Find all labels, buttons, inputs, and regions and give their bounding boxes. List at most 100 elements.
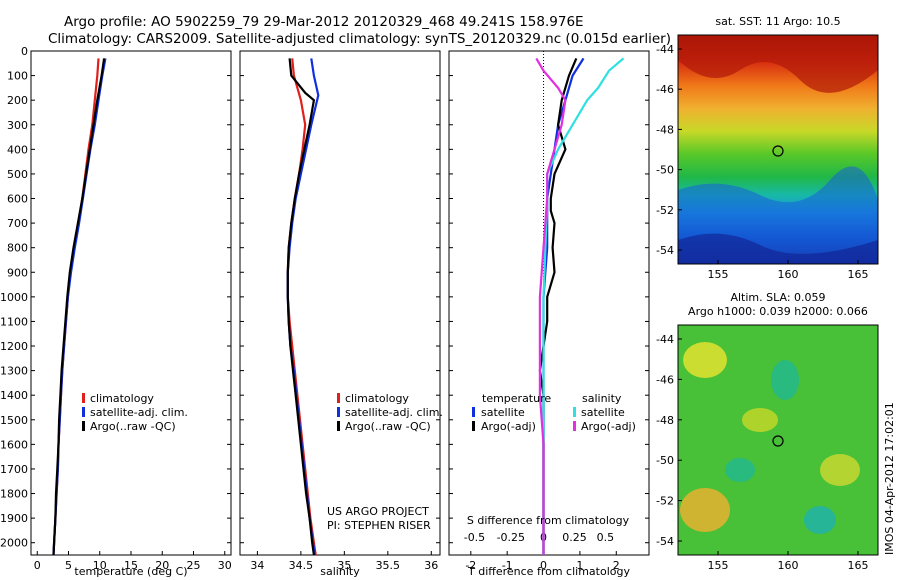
map-y-tick-label: -52 xyxy=(656,204,674,217)
y-tick-label: 1100 xyxy=(0,315,28,328)
argo-position-marker xyxy=(772,435,784,447)
y-tick-label: 600 xyxy=(7,193,28,206)
map-x-tick-label: 155 xyxy=(708,268,729,281)
x-tick-label: 25 xyxy=(187,559,201,572)
x-tick-label: 10 xyxy=(93,559,107,572)
y-tick-label: 700 xyxy=(7,217,28,230)
series-line-argo-adj- xyxy=(535,57,567,555)
y-tick-label: 100 xyxy=(7,70,28,83)
x-tick-label: 35 xyxy=(337,559,351,572)
y-tick-label: 1300 xyxy=(0,365,28,378)
legend-label-argo: Argo(..raw -QC) xyxy=(90,420,176,433)
y-tick-label: 1700 xyxy=(0,463,28,476)
map-y-tick-label: -54 xyxy=(656,535,674,548)
sla-map-ticks: -44 -46 -48 -50 -52 -54 155 160 165 xyxy=(656,333,868,572)
legend-swatch-climatology xyxy=(82,393,85,403)
legend-swatch-s-satellite xyxy=(573,407,576,417)
x-tick-label: 1 xyxy=(576,559,583,572)
sst-map-ticks: -44 -46 -48 -50 -52 -54 155 160 165 xyxy=(656,43,868,281)
sla-map-frame xyxy=(677,324,879,556)
sla-high-region xyxy=(680,488,730,532)
legend-swatch-t-argo xyxy=(472,421,475,431)
s-tick-label: -0.5 xyxy=(464,531,485,544)
map-y-tick-label: -54 xyxy=(656,244,674,257)
y-tick-label: 200 xyxy=(7,94,28,107)
x-tick-label: 0 xyxy=(540,559,547,572)
sst-deep-cold-region xyxy=(678,233,878,264)
s-tick-label: 0.5 xyxy=(597,531,615,544)
map-x-tick-label: 160 xyxy=(778,268,799,281)
series-line-satellite-adj-clim- xyxy=(52,58,107,556)
legend-label-argo: Argo(..raw -QC) xyxy=(345,420,431,433)
sla-map-title-1: Altim. SLA: 0.059 xyxy=(730,291,825,304)
x-tick-label: 0 xyxy=(34,559,41,572)
sla-low-region xyxy=(725,458,755,482)
series-line-satellite xyxy=(542,57,625,555)
salinity-legend: climatology satellite-adj. clim. Argo(..… xyxy=(337,392,443,433)
title-line-1: Argo profile: AO 5902259_79 29-Mar-2012 … xyxy=(64,14,584,30)
map-y-tick-label: -44 xyxy=(656,333,674,346)
legend-swatch-climatology xyxy=(337,393,340,403)
pi-label: PI: STEPHEN RISER xyxy=(327,519,431,532)
map-y-tick-label: -44 xyxy=(656,43,674,56)
imos-side-label: IMOS 04-Apr-2012 17:02:01 xyxy=(883,402,896,555)
series-line-satellite xyxy=(542,57,585,555)
legend-label-climatology: climatology xyxy=(90,392,154,405)
salinity-plot-frame xyxy=(239,50,441,556)
x-tick-label: 20 xyxy=(155,559,169,572)
legend-swatch-argo xyxy=(82,421,85,431)
title-line-2: Climatology: CARS2009. Satellite-adjuste… xyxy=(48,31,671,47)
temperature-legend: climatology satellite-adj. clim. Argo(..… xyxy=(82,392,188,433)
legend-swatch-argo xyxy=(337,421,340,431)
sst-map-frame xyxy=(677,34,879,265)
difference-plot-frame xyxy=(448,50,650,556)
x-tick-label: 34 xyxy=(250,559,264,572)
map-y-tick-label: -46 xyxy=(656,83,674,96)
map-y-tick-label: -52 xyxy=(656,495,674,508)
legend-title-salinity: salinity xyxy=(582,392,622,405)
map-y-tick-label: -50 xyxy=(656,164,674,177)
y-tick-label: 1900 xyxy=(0,512,28,525)
x-tick-label: 5 xyxy=(65,559,72,572)
map-x-tick-label: 155 xyxy=(708,559,729,572)
salinity-xlabel: salinity xyxy=(320,565,360,578)
y-tick-label: 400 xyxy=(7,143,28,156)
y-tick-label: 1600 xyxy=(0,438,28,451)
y-tick-label: 0 xyxy=(21,45,28,58)
sla-high-region xyxy=(820,454,860,486)
sla-high-region xyxy=(742,408,778,432)
legend-title-temperature: temperature xyxy=(482,392,551,405)
y-tick-label: 1200 xyxy=(0,340,28,353)
difference-xlabel: T difference from climatology xyxy=(467,565,630,578)
sla-map-title-2: Argo h1000: 0.039 h2000: 0.066 xyxy=(688,305,868,318)
legend-label-s-argo: Argo(-adj) xyxy=(581,420,636,433)
legend-label-t-satellite: satellite xyxy=(481,406,525,419)
series-line-argo-raw-qc- xyxy=(52,58,106,556)
map-x-tick-label: 165 xyxy=(848,559,869,572)
x-tick-label: 34.5 xyxy=(289,559,314,572)
sla-low-region xyxy=(804,506,836,534)
x-tick-label: 2 xyxy=(613,559,620,572)
y-tick-label: 500 xyxy=(7,168,28,181)
legend-swatch-satellite xyxy=(337,407,340,417)
y-tick-label: 1800 xyxy=(0,488,28,501)
project-label: US ARGO PROJECT xyxy=(327,505,429,518)
legend-label-climatology: climatology xyxy=(345,392,409,405)
x-tick-label: 30 xyxy=(218,559,232,572)
legend-swatch-t-satellite xyxy=(472,407,475,417)
map-x-tick-label: 165 xyxy=(848,268,869,281)
salinity-plot: 34 34.5 35 35.5 36 xyxy=(240,50,440,572)
x-tick-label: 36 xyxy=(424,559,438,572)
temperature-plot-frame xyxy=(30,50,232,556)
series-line-argo-raw-qc- xyxy=(286,58,316,556)
difference-xlabel-salinity: S difference from climatology xyxy=(467,514,630,527)
x-tick-label: 35.5 xyxy=(376,559,401,572)
y-tick-label: 1500 xyxy=(0,414,28,427)
legend-label-satellite: satellite-adj. clim. xyxy=(90,406,188,419)
x-tick-label: -2 xyxy=(465,559,476,572)
y-tick-label: 2000 xyxy=(0,537,28,550)
y-tick-label: 300 xyxy=(7,119,28,132)
map-y-tick-label: -50 xyxy=(656,454,674,467)
